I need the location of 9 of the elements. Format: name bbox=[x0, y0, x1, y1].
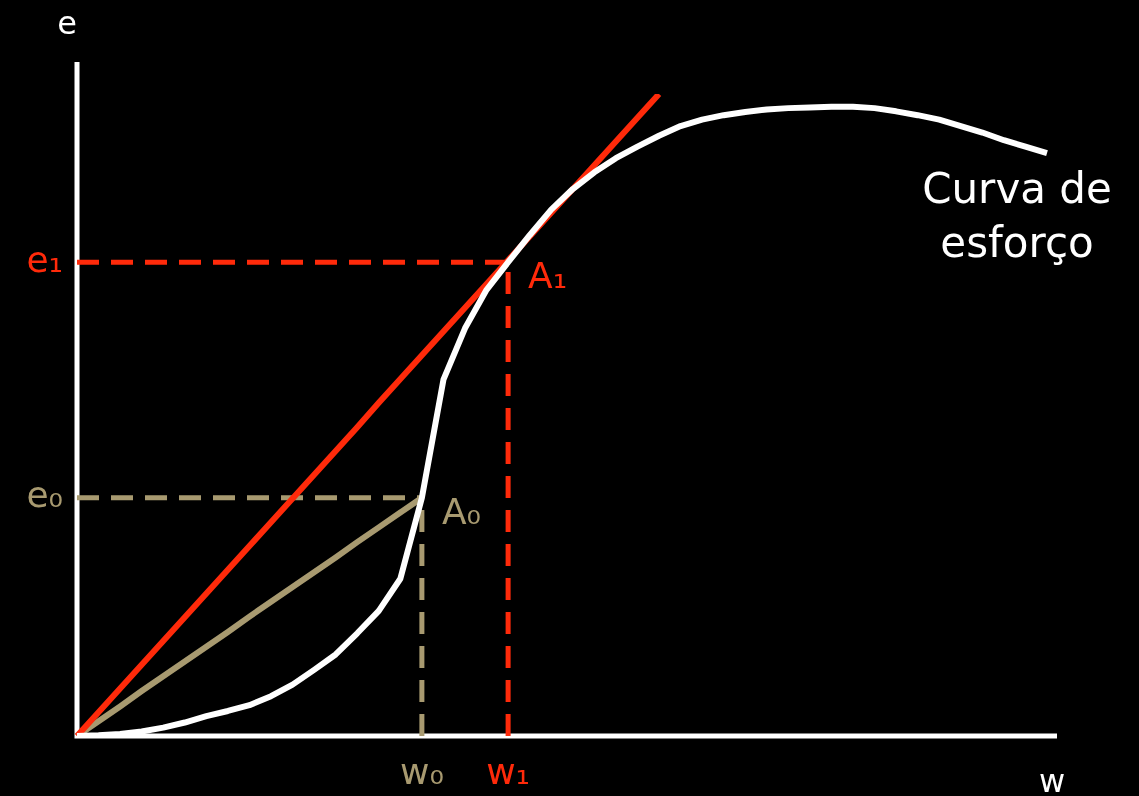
annotation: A₀ bbox=[441, 490, 481, 532]
x-axis-title: w bbox=[1038, 762, 1066, 796]
series-label: Curva de esforço bbox=[922, 164, 1112, 268]
annotation: A₁ bbox=[528, 255, 568, 297]
ref-line-label: e₁ bbox=[26, 238, 63, 280]
y-axis-title: e bbox=[57, 4, 77, 42]
x-tick-label: w₁ bbox=[486, 751, 531, 792]
ref-line-label: e₀ bbox=[26, 474, 63, 516]
x-tick-label: w₀ bbox=[399, 751, 444, 792]
